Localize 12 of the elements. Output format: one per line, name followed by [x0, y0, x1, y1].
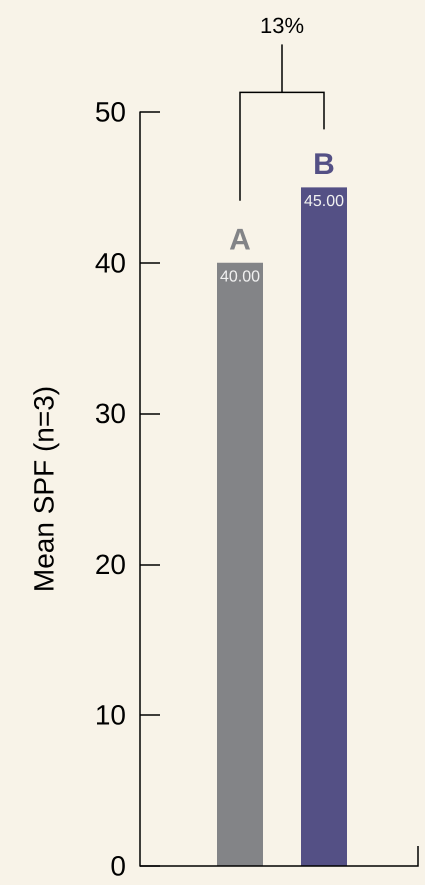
y-tick-label: 0 [110, 850, 126, 882]
y-tick-label: 40 [94, 247, 126, 278]
text: 13% [260, 12, 304, 38]
y-tick-label: 30 [94, 398, 126, 430]
y-axis-title: Mean SPF (n=3) [28, 386, 60, 592]
y-tick-label: 10 [94, 700, 126, 731]
y-tick-label: 50 [94, 96, 126, 128]
x-tick-label: A [229, 223, 251, 256]
data-label: 45.00 [304, 192, 344, 210]
y-tick-label: 20 [94, 548, 126, 580]
data-label: 40.00 [220, 268, 260, 286]
x-tick-label: B [313, 148, 335, 181]
